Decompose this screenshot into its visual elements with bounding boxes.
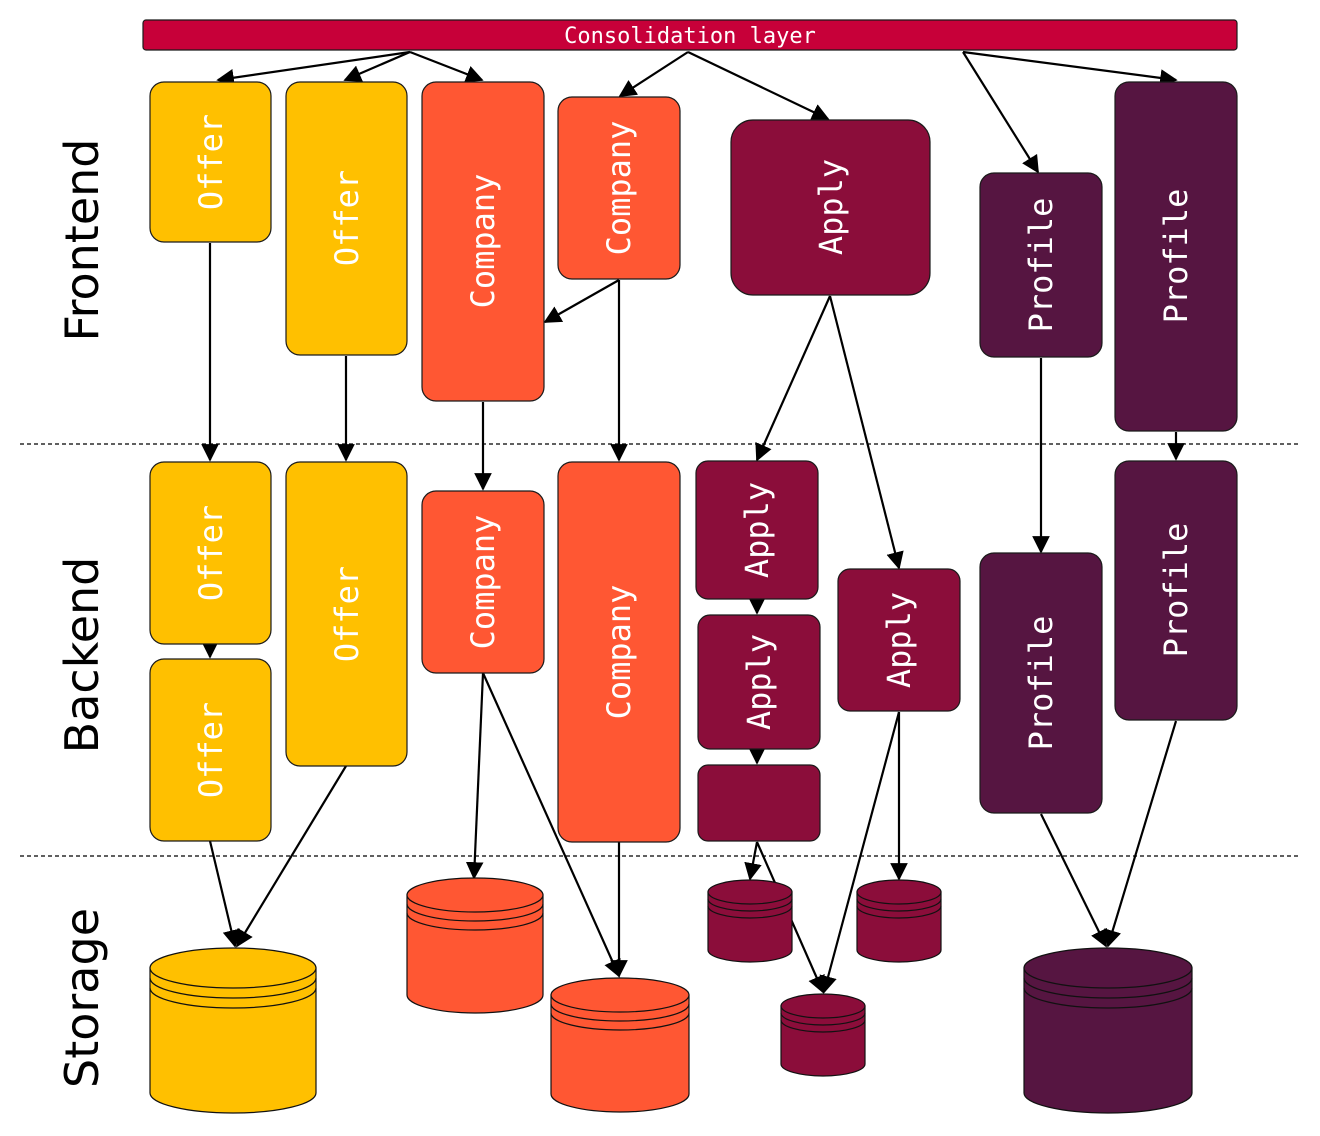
- frontend-profile-label: Profile: [1157, 189, 1195, 324]
- edge: [962, 51, 1039, 174]
- frontend-company-label: Company: [600, 121, 638, 256]
- frontend-company-box: [421, 81, 545, 402]
- edge: [819, 711, 901, 994]
- edge: [1040, 813, 1107, 948]
- edge: [208, 840, 240, 948]
- backend-company-box: [557, 461, 681, 843]
- layer-label-backend: Backend: [55, 557, 109, 754]
- profile-database-icon: [1023, 947, 1193, 1114]
- apply-database-icon: [707, 879, 793, 963]
- layer-label-frontend: Frontend: [55, 138, 109, 341]
- edge: [343, 50, 411, 82]
- consolidation-label: Consolidation layer: [564, 24, 816, 49]
- frontend-profile-label: Profile: [1022, 198, 1060, 333]
- backend-profile-box: [979, 552, 1103, 814]
- frontend-profile-box: [1114, 81, 1238, 432]
- backend-profile-label: Profile: [1022, 616, 1060, 751]
- backend-company-label: Company: [600, 585, 638, 720]
- apply-database-icon: [856, 879, 942, 963]
- edge: [465, 672, 485, 880]
- edge: [828, 295, 904, 570]
- backend-offer-label: Offer: [192, 702, 230, 798]
- apply-database-icon: [780, 993, 866, 1077]
- backend-offer-label: Offer: [192, 505, 230, 601]
- edge: [1104, 720, 1178, 948]
- frontend-apply-label: Apply: [812, 159, 850, 255]
- backend-boxes: Offer Offer Offer Company Company Apply …: [149, 460, 1238, 843]
- edge: [755, 295, 832, 462]
- edge: [687, 51, 830, 121]
- frontend-company-label: Company: [464, 174, 502, 309]
- frontend-offer-box: [285, 81, 408, 356]
- company-database-icon: [406, 877, 544, 1014]
- consolidation-bar: [142, 19, 1238, 51]
- backend-offer-box: [285, 461, 408, 767]
- backend-apply-label: Apply: [740, 634, 778, 730]
- backend-profile-label: Profile: [1157, 523, 1195, 658]
- offer-database-icon: [149, 947, 317, 1114]
- edge: [216, 50, 411, 87]
- frontend-company-box: [557, 96, 681, 280]
- frontend-apply-box: [730, 119, 931, 296]
- backend-company-label: Company: [464, 515, 502, 650]
- backend-apply-label: Apply: [880, 592, 918, 688]
- frontend-offer-label: Offer: [328, 170, 366, 266]
- frontend-offer-box: [149, 81, 272, 243]
- backend-profile-box: [1114, 460, 1238, 721]
- layer-label-storage: Storage: [55, 908, 109, 1088]
- edge: [962, 50, 1178, 87]
- edge: [481, 672, 621, 978]
- edge: [543, 279, 620, 323]
- frontend-profile-box: [979, 172, 1103, 358]
- edge: [409, 50, 484, 83]
- storage-cylinders: [149, 877, 1193, 1114]
- backend-apply-label: Apply: [738, 482, 776, 578]
- edge: [744, 841, 762, 881]
- frontend-boxes: Offer Offer Company Company Apply Profil…: [149, 81, 1238, 432]
- backend-company-box: [421, 490, 545, 674]
- edge: [236, 765, 347, 948]
- backend-offer-label: Offer: [328, 566, 366, 662]
- consolidation-layer: Consolidation layer: [142, 19, 1238, 51]
- backend-apply-box: [837, 568, 961, 712]
- company-database-icon: [550, 977, 690, 1113]
- backend-apply-box: [695, 460, 819, 600]
- edge: [618, 51, 689, 97]
- frontend-offer-label: Offer: [192, 114, 230, 210]
- backend-offer-box: [149, 461, 272, 645]
- backend-offer-box: [149, 658, 272, 842]
- backend-apply-box: [697, 764, 821, 842]
- backend-apply-box: [697, 614, 821, 750]
